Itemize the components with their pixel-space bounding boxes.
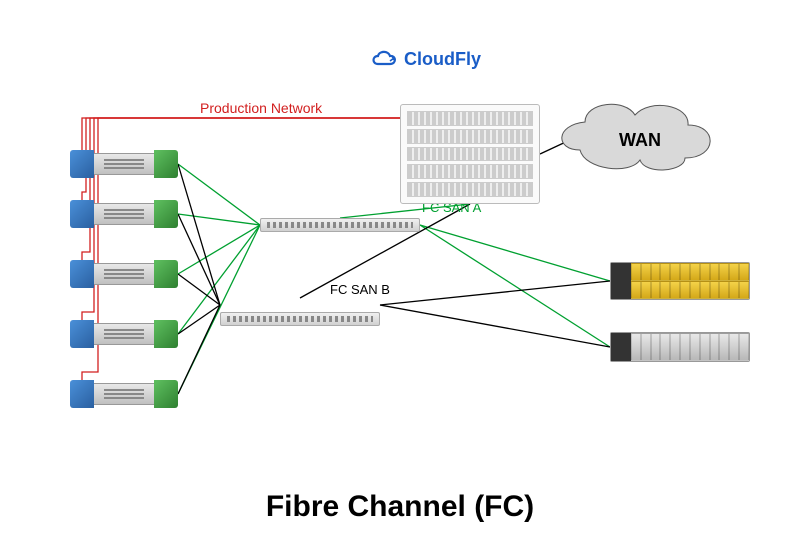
svg-text:WAN: WAN: [619, 130, 661, 150]
fc-switch-b-node: [220, 312, 380, 326]
server-node: [70, 380, 178, 408]
brand-text: CloudFly: [404, 49, 481, 70]
server-node: [70, 260, 178, 288]
diagram-title: Fibre Channel (FC): [0, 490, 800, 524]
core-switch-node: [400, 104, 540, 204]
fc-san-b-label: FC SAN B: [330, 282, 390, 297]
server-node: [70, 320, 178, 348]
server-node: [70, 150, 178, 178]
server-node: [70, 200, 178, 228]
fc-switch-a-node: [260, 218, 420, 232]
storage-array-top: [610, 262, 750, 300]
brand-logo: CloudFly: [370, 48, 481, 70]
production-network-label: Production Network: [200, 100, 322, 116]
storage-array-bottom: [610, 332, 750, 362]
